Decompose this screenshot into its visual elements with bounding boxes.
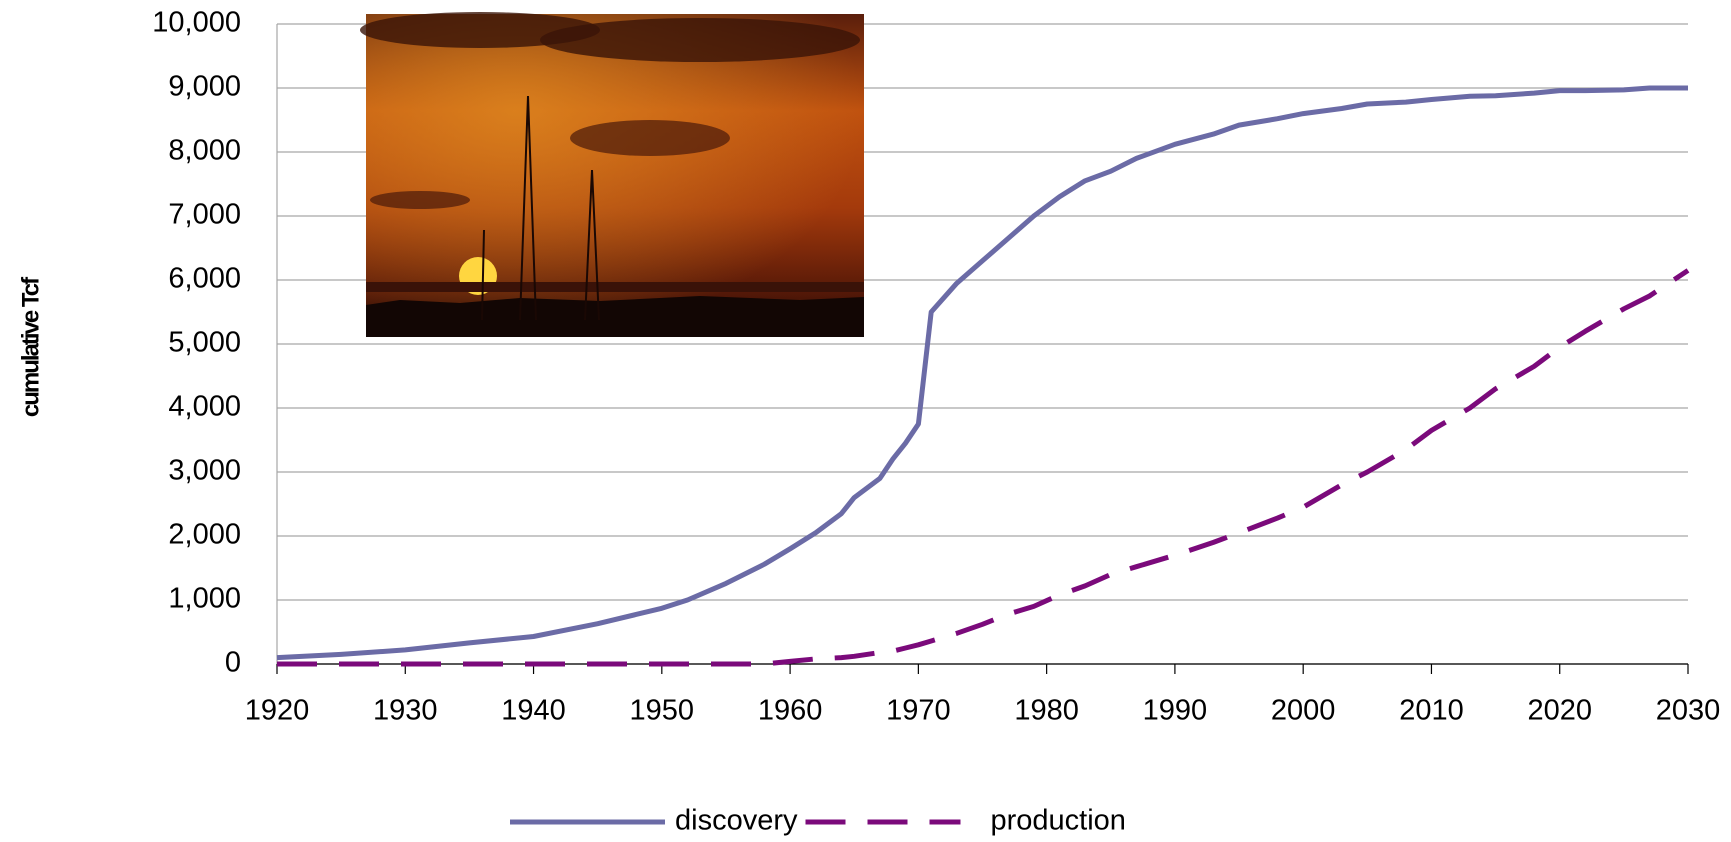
x-tick-label: 2010 xyxy=(1399,695,1464,727)
series-line xyxy=(276,85,1688,661)
y-tick-label: 9,000 xyxy=(168,71,241,103)
y-tick-label: 10,000 xyxy=(152,7,241,39)
y-axis-title: cumulative Tcf xyxy=(17,276,44,417)
photo xyxy=(360,12,864,337)
y-tick-label: 0 xyxy=(225,647,241,679)
y-tick-label: 7,000 xyxy=(168,199,241,231)
x-tick-label: 2000 xyxy=(1271,695,1336,727)
x-tick-label: 1990 xyxy=(1143,695,1208,727)
y-tick-label: 8,000 xyxy=(168,135,241,167)
x-tick-label: 2030 xyxy=(1656,695,1721,727)
x-tick-label: 1980 xyxy=(1014,695,1079,727)
y-tick-label: 1,000 xyxy=(168,583,241,615)
y-tick-label: 5,000 xyxy=(168,327,241,359)
y-tick-label: 6,000 xyxy=(168,263,241,295)
x-tick-label: 1940 xyxy=(501,695,566,727)
legend-label: production xyxy=(991,805,1126,837)
x-tick-label: 2020 xyxy=(1527,695,1592,727)
x-tick-label: 1950 xyxy=(630,695,695,727)
x-tick-label: 1960 xyxy=(758,695,823,727)
y-tick-label: 2,000 xyxy=(168,519,241,551)
x-tick-label: 1970 xyxy=(886,695,951,727)
x-tick-label: 1920 xyxy=(245,695,310,727)
legend-label: discovery xyxy=(675,805,798,837)
x-tick-label: 1930 xyxy=(373,695,438,727)
y-tick-label: 3,000 xyxy=(168,455,241,487)
y-tick-label: 4,000 xyxy=(168,391,241,423)
series-line xyxy=(277,268,1690,667)
